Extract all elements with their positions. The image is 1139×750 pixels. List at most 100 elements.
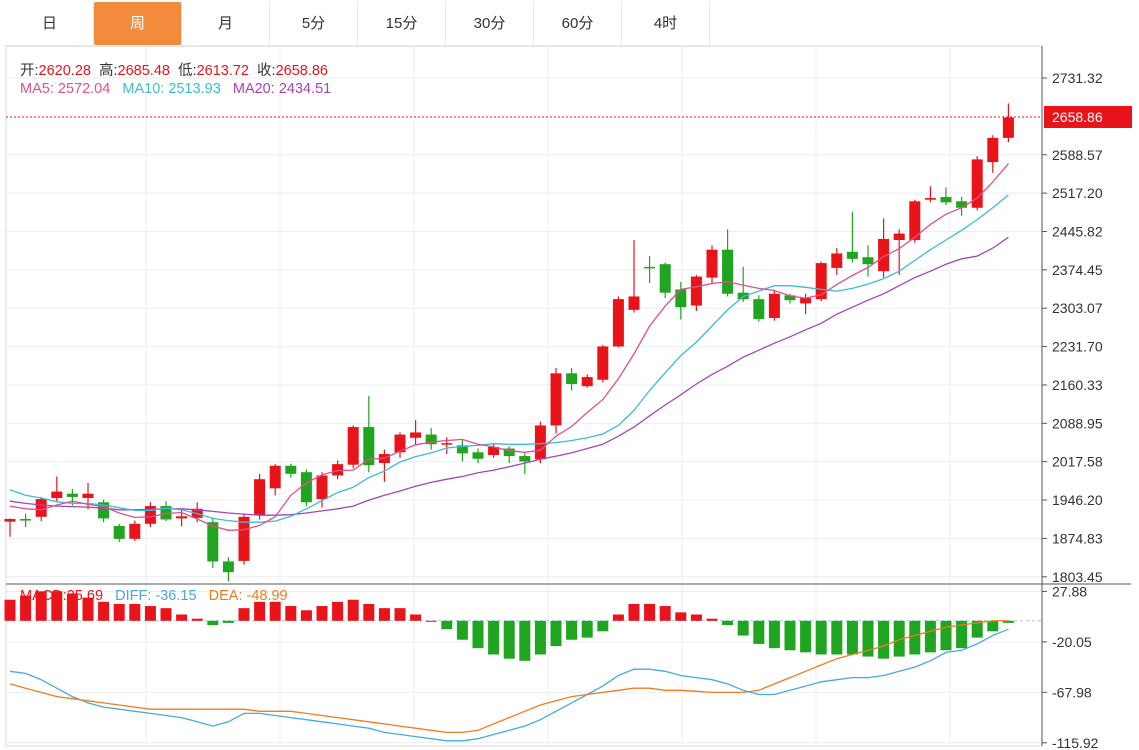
tab-30min[interactable]: 30分 (446, 2, 534, 45)
candle-body (363, 427, 375, 466)
ohlc-readout: 开:2620.28 高:2685.48 低:2613.72 收:2658.86 (20, 59, 328, 80)
candle-body (519, 456, 531, 462)
macd-bar (254, 601, 266, 621)
macd-tick-label: -67.98 (1052, 684, 1092, 700)
macd-bar (581, 620, 593, 638)
candle-body (566, 373, 578, 385)
macd-bar (144, 606, 156, 621)
macd-bar (66, 593, 78, 621)
candle-body (160, 506, 172, 520)
tab-15min[interactable]: 15分 (358, 2, 446, 45)
candle-body (612, 299, 624, 347)
close-label: 收: (257, 63, 276, 79)
macd-bar (160, 608, 172, 621)
tab-4hour[interactable]: 4时 (622, 2, 710, 45)
moving-average-lines (9, 163, 1009, 531)
price-tick-label: 2160.33 (1052, 377, 1103, 393)
candle-body (456, 445, 468, 454)
candle-body (144, 506, 156, 524)
macd-readout: MACD:25.69 DIFF: -36.15 DEA: -48.99 (20, 588, 288, 604)
macd-bar (737, 620, 749, 636)
macd-bar (316, 606, 328, 621)
macd-bar (534, 620, 546, 655)
macd-tick-label: 27.88 (1052, 583, 1087, 599)
macd-bar (987, 620, 999, 632)
macd-bar (940, 620, 952, 651)
price-tick-label: 2088.95 (1052, 415, 1103, 431)
macd-bar (269, 601, 281, 621)
candle-body (909, 201, 921, 240)
candle-body (675, 289, 687, 308)
ma20-value: 2434.51 (278, 81, 332, 97)
candle-body (51, 491, 63, 498)
tab-day[interactable]: 日 (6, 2, 94, 45)
candle-body (332, 464, 344, 476)
macd-bar (35, 591, 47, 621)
candle-body (753, 299, 765, 320)
ma20-line (9, 236, 1009, 516)
macd-bar (113, 603, 125, 621)
macd-bar (519, 620, 531, 661)
ma5-line (9, 163, 1009, 531)
macd-bar (20, 595, 32, 621)
macd-value: 25.69 (66, 588, 104, 604)
macd-bar (300, 610, 312, 621)
candle-body (82, 493, 94, 498)
high-value: 2685.48 (117, 63, 170, 79)
tab-60min[interactable]: 60分 (534, 2, 622, 45)
candle-body (831, 253, 843, 268)
candle-body (20, 518, 32, 521)
macd-bar (784, 620, 796, 651)
candle-body (924, 198, 936, 200)
candle-body (222, 561, 234, 573)
candle-body (441, 443, 453, 445)
open-value: 2620.28 (38, 63, 91, 79)
candle-body (207, 522, 219, 562)
macd-bar (51, 591, 63, 621)
macd-bar (472, 620, 484, 649)
macd-bar (222, 620, 234, 623)
candle-body (4, 518, 16, 522)
macd-bar (862, 620, 874, 657)
candle-body (956, 201, 968, 208)
candle-body (35, 499, 47, 517)
tab-week[interactable]: 周 (94, 2, 182, 45)
price-tick-label: 2588.57 (1052, 147, 1103, 163)
macd-bar (690, 614, 702, 621)
candle-body (254, 479, 266, 516)
macd-bar (207, 620, 219, 625)
candle-body (893, 233, 905, 240)
diff-value: -36.15 (155, 588, 197, 604)
macd-bar (238, 608, 250, 621)
macd-bar (129, 603, 141, 621)
candle-body (472, 452, 484, 459)
dea-line (9, 620, 1009, 734)
candle-body (690, 276, 702, 306)
macd-bar (176, 614, 188, 621)
macd-label: MACD: (20, 588, 67, 604)
candle-body (784, 295, 796, 301)
candle-body (659, 264, 671, 293)
macd-bar (503, 620, 515, 659)
macd-bar (628, 603, 640, 621)
candle-body (815, 263, 827, 300)
macd-bar (4, 599, 16, 621)
macd-bar (893, 620, 905, 657)
candle-body (238, 516, 250, 561)
candle-body (987, 137, 999, 163)
last-price-label: 2658.86 (1052, 109, 1103, 125)
macd-bar (722, 620, 734, 625)
macd-bar (878, 620, 890, 659)
ma20-label: MA20: (232, 81, 275, 97)
high-label: 高: (99, 63, 118, 79)
macd-bar (597, 620, 609, 632)
tab-month[interactable]: 月 (182, 2, 270, 45)
candle-body (800, 298, 812, 304)
macd-tick-label: -20.05 (1052, 634, 1092, 650)
candle-body (425, 434, 437, 445)
candle-body (846, 251, 858, 259)
tab-5min[interactable]: 5分 (270, 2, 358, 45)
macd-bar (488, 620, 500, 655)
dea-label: DEA: (208, 588, 243, 604)
